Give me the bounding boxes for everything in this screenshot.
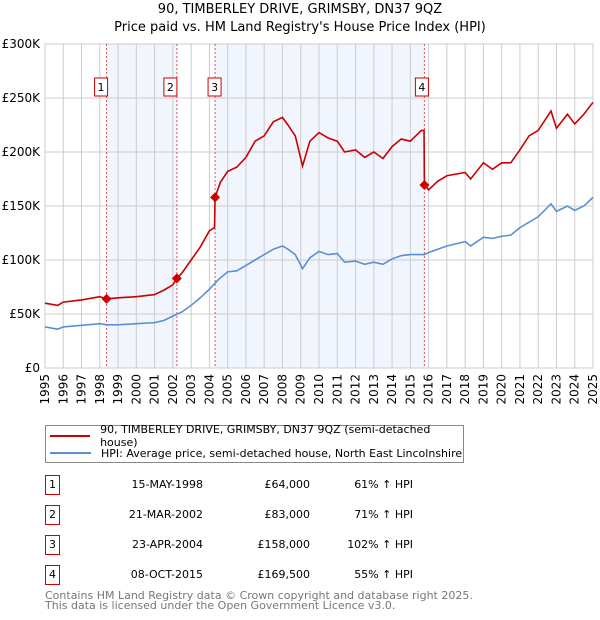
y-tick-label: £100K xyxy=(2,253,42,267)
sale-date: 21-MAR-2002 xyxy=(128,508,203,521)
sale-point xyxy=(419,179,430,190)
chart-title: 90, TIMBERLEY DRIVE, GRIMSBY, DN37 9QZ xyxy=(157,2,443,17)
price-chart: £0 £50K £100K £150K £200K £250K £300K 1995 1996 1… xyxy=(2,37,600,405)
sale-marker-label: 2 xyxy=(45,505,60,525)
x-tick-label: 1997 xyxy=(75,374,89,405)
sale-marker-box xyxy=(163,77,178,97)
sale-marker-label: 1 xyxy=(45,475,60,495)
sale-marker-number: 4 xyxy=(418,81,425,94)
x-tick-label: 2013 xyxy=(367,374,381,405)
sale-price: £83,000 xyxy=(264,508,311,521)
sale-marker-number: 2 xyxy=(167,81,174,94)
legend-item-property: 90, TIMBERLEY DRIVE, GRIMSBY, DN37 9QZ (… xyxy=(46,423,463,449)
sale-row: 4 08-OCT-2015 £169,500 55% ↑ HPI xyxy=(45,565,445,585)
sale-price: £169,500 xyxy=(257,568,311,581)
y-tick-label: £250K xyxy=(2,91,42,105)
x-tick-label: 2004 xyxy=(202,374,216,405)
x-tick-label: 2005 xyxy=(221,374,235,405)
x-tick-label: 2011 xyxy=(330,374,344,405)
legend-item-hpi: HPI: Average price, semi-detached house,… xyxy=(46,445,462,461)
sale-date: 23-APR-2004 xyxy=(131,538,203,551)
x-tick-label: 2019 xyxy=(476,374,490,405)
legend-label: HPI: Average price, semi-detached house,… xyxy=(101,446,463,460)
y-tick-label: £150K xyxy=(2,199,42,213)
x-tick-label: 2024 xyxy=(568,374,582,405)
y-tick-label: £0 xyxy=(25,361,40,375)
sale-marker-label: 3 xyxy=(45,535,60,555)
series-line xyxy=(44,196,594,330)
sale-price: £158,000 xyxy=(257,538,311,551)
legend: 90, TIMBERLEY DRIVE, GRIMSBY, DN37 9QZ (… xyxy=(45,423,464,463)
sale-row: 1 15-MAY-1998 £64,000 61% ↑ HPI xyxy=(45,475,445,495)
x-tick-label: 1998 xyxy=(93,374,107,405)
y-tick-label: £200K xyxy=(2,145,42,159)
sale-point xyxy=(101,293,112,304)
x-tick-label: 2006 xyxy=(239,374,253,405)
sale-marker-box xyxy=(207,77,222,97)
x-tick-label: 1995 xyxy=(38,374,52,405)
x-tick-label: 2018 xyxy=(458,374,472,405)
series-line xyxy=(44,101,594,307)
sale-point xyxy=(171,273,182,284)
sale-row: 3 23-APR-2004 £158,000 102% ↑ HPI xyxy=(45,535,445,555)
x-tick-label: 2021 xyxy=(513,374,527,405)
x-tick-label: 1996 xyxy=(56,374,70,405)
y-tick-label: £300K xyxy=(2,37,42,51)
x-tick-label: 2002 xyxy=(166,374,180,405)
sale-marker-number: 1 xyxy=(98,81,105,94)
x-tick-label: 2022 xyxy=(531,374,545,405)
chart-subtitle: Price paid vs. HM Land Registry's House … xyxy=(114,20,486,35)
x-tick-label: 2020 xyxy=(495,374,509,405)
sale-date: 15-MAY-1998 xyxy=(131,478,203,491)
legend-swatch-red xyxy=(50,435,91,437)
legend-swatch-blue xyxy=(50,452,91,454)
plot-frame xyxy=(44,43,594,369)
x-tick-label: 2012 xyxy=(349,374,363,405)
x-tick-label: 2014 xyxy=(385,374,399,405)
footer-line-2: This data is licensed under the Open Gov… xyxy=(45,599,396,612)
sale-row: 2 21-MAR-2002 £83,000 71% ↑ HPI xyxy=(45,505,445,525)
sale-marker-number: 3 xyxy=(211,81,218,94)
x-tick-label: 2007 xyxy=(257,374,271,405)
sale-marker-box xyxy=(94,77,109,97)
x-tick-label: 2017 xyxy=(440,374,454,405)
sale-marker-box xyxy=(414,77,429,97)
x-tick-label: 2015 xyxy=(403,374,417,405)
x-tick-label: 2025 xyxy=(586,374,600,405)
sale-price: £64,000 xyxy=(264,478,311,491)
x-tick-label: 2000 xyxy=(129,374,143,405)
sale-hpi-diff: 71% ↑ HPI xyxy=(354,508,413,521)
sale-marker-label: 4 xyxy=(45,565,60,585)
x-tick-label: 2009 xyxy=(294,374,308,405)
x-tick-label: 2008 xyxy=(275,374,289,405)
x-tick-label: 2001 xyxy=(148,374,162,405)
sale-date: 08-OCT-2015 xyxy=(130,568,203,581)
footer-line-1: Contains HM Land Registry data © Crown c… xyxy=(45,589,473,602)
x-tick-label: 2010 xyxy=(312,374,326,405)
sale-hpi-diff: 61% ↑ HPI xyxy=(354,478,413,491)
sale-hpi-diff: 55% ↑ HPI xyxy=(354,568,413,581)
x-tick-label: 2023 xyxy=(549,374,563,405)
x-tick-label: 2016 xyxy=(422,374,436,405)
legend-label: 90, TIMBERLEY DRIVE, GRIMSBY, DN37 9QZ (… xyxy=(100,423,431,449)
y-tick-label: £50K xyxy=(9,307,41,321)
sale-point xyxy=(210,192,221,203)
x-tick-label: 1999 xyxy=(111,374,125,405)
sale-hpi-diff: 102% ↑ HPI xyxy=(347,538,413,551)
x-tick-label: 2003 xyxy=(184,374,198,405)
